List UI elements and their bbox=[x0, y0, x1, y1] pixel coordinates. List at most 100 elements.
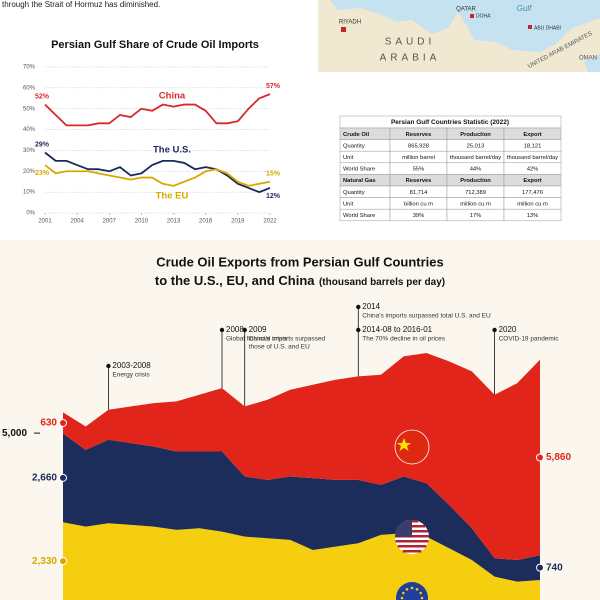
flag-star bbox=[405, 588, 409, 591]
data-label: 2,660 bbox=[32, 472, 57, 483]
x-tick-label: 2019 bbox=[231, 219, 245, 225]
annotation-text: China's imports surpassed total U.S. and… bbox=[362, 313, 491, 320]
table-cell-text: Crude Oil bbox=[343, 132, 369, 138]
table-cell-text: 17% bbox=[470, 213, 482, 219]
annotation-label: 2014 bbox=[362, 302, 380, 311]
x-tick-label: 2022 bbox=[263, 219, 277, 225]
table-cell-text: billion cu m bbox=[404, 201, 433, 207]
area-subtitle: to the U.S., EU, and China (thousand bar… bbox=[155, 273, 445, 290]
flag-circle bbox=[394, 429, 430, 465]
table-cell-text: thousand barrel/day bbox=[450, 155, 501, 161]
annotation-text: Global financial crisis bbox=[226, 336, 288, 343]
data-label: 15% bbox=[266, 171, 281, 178]
annotation-dot bbox=[242, 327, 247, 333]
y-tick-label: 0% bbox=[26, 211, 35, 217]
map-label: QATAR bbox=[456, 7, 476, 13]
flag-star bbox=[402, 591, 405, 595]
y-tick-label: 30% bbox=[23, 148, 36, 154]
map-water bbox=[584, 54, 600, 72]
table-title: Persian Gulf Countries Statistic (2022) bbox=[391, 119, 509, 126]
label-dot bbox=[59, 418, 67, 427]
map-water bbox=[330, 0, 600, 52]
table-cell-text: Production bbox=[460, 178, 491, 184]
annotation-label: 2003-2008 bbox=[112, 361, 151, 370]
label-dot bbox=[536, 563, 544, 572]
map-label: Gulf bbox=[517, 4, 532, 13]
chart-title: Persian Gulf Share of Crude Oil Imports bbox=[51, 39, 259, 51]
table-cell-text: 13% bbox=[527, 213, 539, 219]
annotation-dot bbox=[356, 327, 361, 333]
y-tick-label: 40% bbox=[23, 127, 36, 133]
line-series bbox=[44, 93, 271, 127]
intro-text: through the Strait of Hormuz has diminis… bbox=[2, 0, 160, 9]
table-cell-text: 39% bbox=[413, 213, 425, 219]
flag-canton bbox=[395, 520, 412, 537]
line-series bbox=[44, 164, 271, 187]
annotation-text: China's imports surpassed bbox=[249, 336, 326, 343]
y-tick-label: 70% bbox=[23, 65, 36, 71]
x-tick-label: 2007 bbox=[103, 219, 117, 225]
table-cell-text: 865,928 bbox=[408, 143, 429, 149]
annotation-dot bbox=[106, 363, 111, 369]
table-cell-text: 25,013 bbox=[467, 143, 485, 149]
table-cell-text: World Share bbox=[343, 167, 375, 173]
annotation-dot bbox=[219, 327, 225, 333]
table-cell-text: Reserves bbox=[406, 132, 432, 138]
y-tick-label: 10% bbox=[23, 190, 36, 196]
table-cell-text: 55% bbox=[413, 167, 425, 173]
series-label: The U.S. bbox=[153, 145, 191, 156]
unit: (thousand barrels per day) bbox=[319, 277, 445, 288]
flag-circle bbox=[396, 582, 428, 600]
x-tick-label: 2010 bbox=[135, 219, 149, 225]
data-label: 740 bbox=[546, 562, 563, 573]
data-label: 5,860 bbox=[546, 452, 571, 463]
flag-stripe bbox=[395, 540, 429, 543]
flag-star bbox=[397, 438, 411, 451]
x-tick-label: 2016 bbox=[199, 219, 213, 225]
y-tick-label: 20% bbox=[23, 169, 36, 175]
data-label: 2,330 bbox=[32, 556, 57, 567]
table-cell-text: Export bbox=[523, 178, 541, 184]
flag-icon bbox=[394, 429, 430, 465]
series-label: China bbox=[159, 91, 186, 102]
map-label: RIYADH bbox=[339, 20, 361, 26]
annotation-text: those of U.S. and EU bbox=[249, 344, 310, 351]
y-tick-label: 5,000 bbox=[2, 428, 27, 439]
table-cell-text: Quantity bbox=[343, 143, 365, 149]
table-cell-text: Reserves bbox=[406, 178, 432, 184]
table-cell-text: Export bbox=[523, 132, 541, 138]
map-label: ABU DHABI bbox=[534, 25, 561, 31]
data-label: 630 bbox=[40, 418, 57, 429]
flag-icon bbox=[395, 520, 429, 554]
flag-stripe bbox=[402, 550, 422, 553]
table-cell-text: million cu m bbox=[460, 201, 491, 207]
area-layer bbox=[63, 433, 540, 582]
annotation-text: COVID-19 pandemic bbox=[499, 336, 560, 343]
flag-star bbox=[410, 586, 414, 590]
annotation-text: Energy crisis bbox=[112, 372, 150, 379]
label-dot bbox=[536, 453, 544, 462]
data-label: 29% bbox=[35, 141, 50, 148]
label-dot bbox=[59, 473, 67, 482]
x-tick-label: 2013 bbox=[167, 219, 181, 225]
table-cell-text: million barrel bbox=[402, 155, 435, 161]
map-label: ARABIA bbox=[380, 53, 441, 64]
line-series bbox=[44, 151, 271, 194]
map-label: OMAN bbox=[579, 56, 597, 62]
data-label: 23% bbox=[35, 170, 50, 177]
table-cell-text: million cu m bbox=[517, 201, 548, 207]
y-tick-label: 60% bbox=[23, 85, 36, 91]
table-cell-text: Unit bbox=[343, 201, 354, 207]
table-cell-text: Natural Gas bbox=[343, 178, 376, 184]
flag-icon bbox=[396, 582, 428, 600]
annotation-dot bbox=[492, 327, 497, 333]
table-cell-text: Production bbox=[460, 132, 491, 138]
label-dot bbox=[59, 557, 67, 566]
y-tick-label: 50% bbox=[23, 106, 36, 112]
annotation-label: 2009 bbox=[249, 325, 267, 334]
table-cell-text: 712,389 bbox=[465, 190, 486, 196]
annotation-text: The 70% decline in oil prices bbox=[362, 336, 445, 343]
x-tick-label: 2004 bbox=[70, 219, 84, 225]
